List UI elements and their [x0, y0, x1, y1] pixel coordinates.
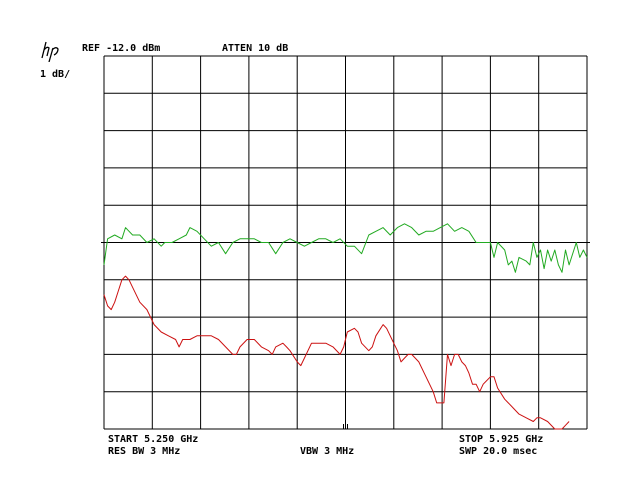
res-bw-label: RES BW 3 MHz [108, 446, 181, 457]
hp-logo [41, 41, 59, 62]
traces [103, 223, 588, 430]
sweep-time-label: SWP 20.0 msec [459, 446, 538, 457]
plot-grid [101, 55, 590, 430]
stop-frequency-label: STOP 5.925 GHz [459, 434, 544, 445]
scale-label: 1 dB/ [40, 69, 71, 80]
ref-level-label: REF -12.0 dBm [82, 43, 161, 54]
attenuation-label: ATTEN 10 dB [222, 43, 289, 54]
trace-line-2 [103, 275, 570, 430]
trace-line-1 [103, 223, 588, 273]
start-frequency-label: START 5.250 GHz [108, 434, 199, 445]
vbw-label: VBW 3 MHz [300, 446, 355, 457]
center-tick [343, 424, 348, 429]
